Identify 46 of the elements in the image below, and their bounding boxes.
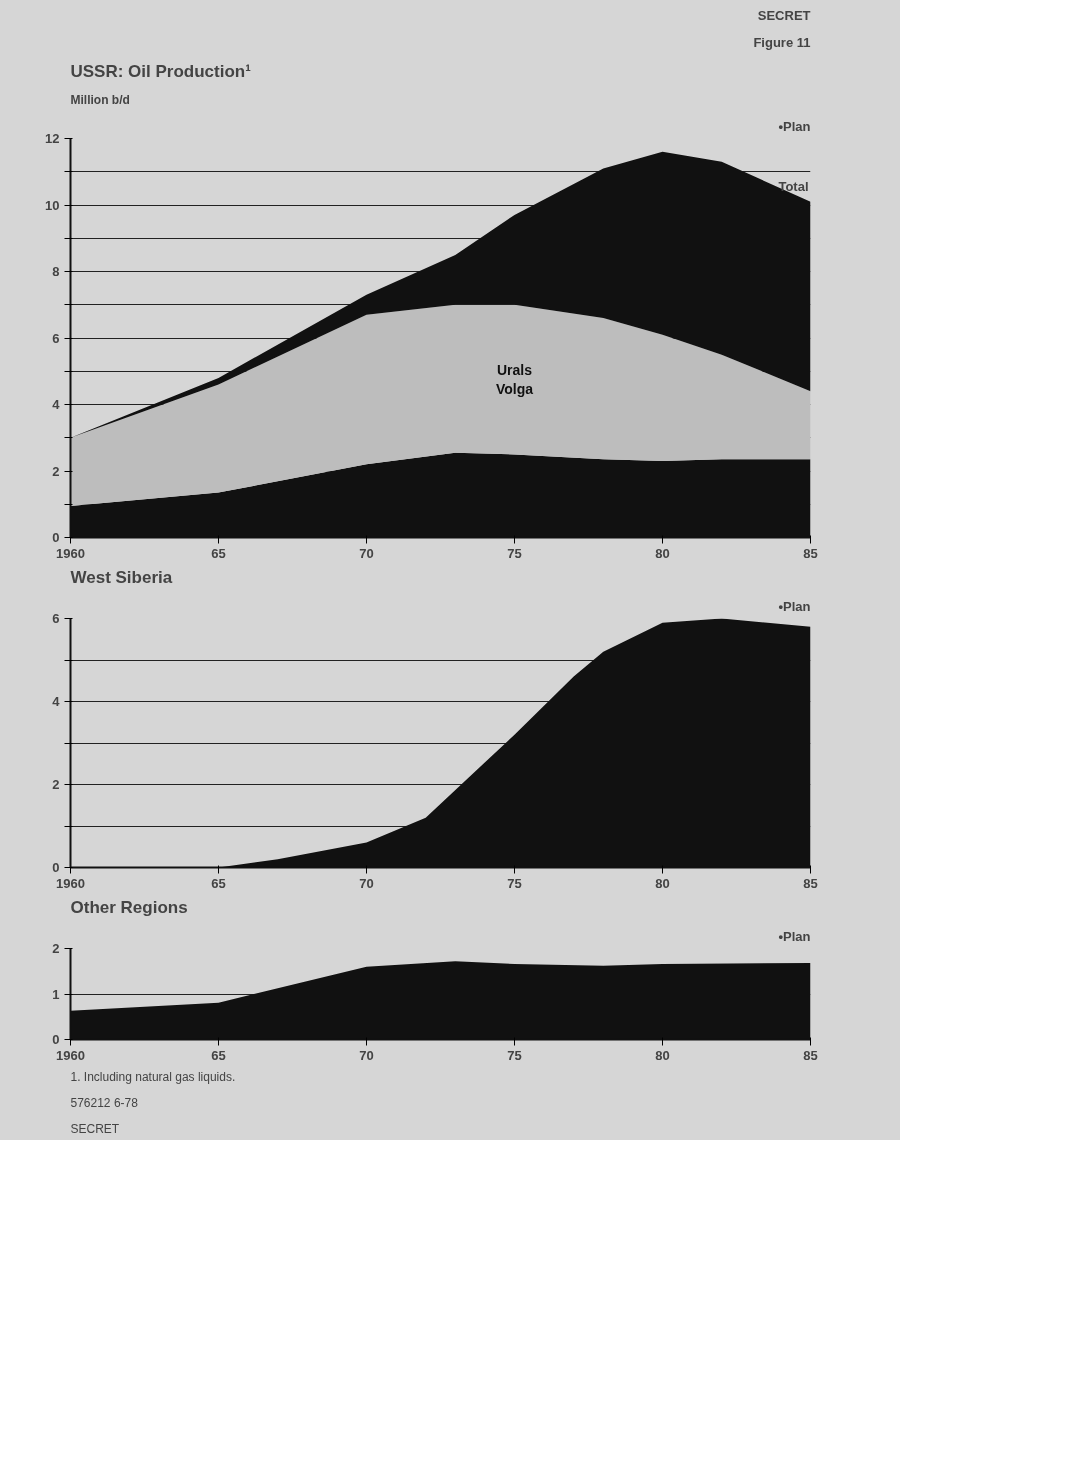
caption: Figure 11 bbox=[753, 34, 811, 50]
x-tick-label: 80 bbox=[655, 875, 670, 891]
x-tick-label: 85 bbox=[803, 545, 818, 561]
x-tick-label: 70 bbox=[359, 545, 374, 561]
x-tick-label: 65 bbox=[211, 875, 226, 891]
x-tick-label: 75 bbox=[507, 545, 522, 561]
y-tick-label: 2 bbox=[52, 463, 60, 479]
x-tick-label: 65 bbox=[211, 545, 226, 561]
y-tick-label: 12 bbox=[45, 131, 60, 146]
x-tick-label: 1960 bbox=[56, 875, 85, 891]
text: SECRET bbox=[757, 7, 811, 23]
text: •Plan bbox=[778, 928, 811, 944]
x-tick-label: 75 bbox=[507, 875, 522, 891]
chart-title: Other Regions bbox=[70, 897, 188, 917]
text: 576212 6-78 bbox=[70, 1095, 139, 1110]
text: •Plan bbox=[778, 598, 811, 614]
y-tick-label: 0 bbox=[52, 860, 60, 875]
y-tick-label: 1 bbox=[52, 986, 60, 1002]
y-tick-label: 2 bbox=[52, 941, 60, 956]
x-tick-label: 70 bbox=[359, 1047, 374, 1063]
text: SECRET bbox=[70, 1121, 120, 1136]
chart-title: West Siberia bbox=[70, 567, 173, 587]
x-tick-label: 85 bbox=[803, 1047, 818, 1063]
x-tick-label: 1960 bbox=[56, 1047, 85, 1063]
x-tick-label: 80 bbox=[655, 1047, 670, 1063]
y-axis-title: Million b/d bbox=[70, 92, 130, 107]
y-tick-label: 10 bbox=[45, 197, 60, 213]
y-tick-label: 6 bbox=[52, 611, 60, 626]
y-tick-label: 8 bbox=[52, 264, 60, 279]
x-tick-label: 75 bbox=[507, 1047, 522, 1063]
y-tick-label: 6 bbox=[52, 330, 60, 346]
series-label: Urals Volga bbox=[495, 361, 534, 398]
y-tick-label: 4 bbox=[52, 397, 61, 412]
y-tick-label: 0 bbox=[52, 1032, 60, 1047]
text: 1. Including natural gas liquids. bbox=[70, 1069, 236, 1084]
x-tick-label: 80 bbox=[655, 545, 670, 561]
annotation: Total bbox=[778, 178, 809, 194]
text: •Plan bbox=[778, 118, 811, 134]
y-tick-label: 4 bbox=[52, 694, 61, 709]
y-tick-label: 2 bbox=[52, 777, 60, 792]
x-tick-label: 65 bbox=[211, 1047, 226, 1063]
x-tick-label: 1960 bbox=[56, 545, 85, 561]
x-tick-label: 85 bbox=[803, 875, 818, 891]
x-tick-label: 70 bbox=[359, 875, 374, 891]
chart-title: USSR: Oil Production¹ bbox=[70, 61, 252, 81]
y-tick-label: 0 bbox=[52, 530, 60, 545]
